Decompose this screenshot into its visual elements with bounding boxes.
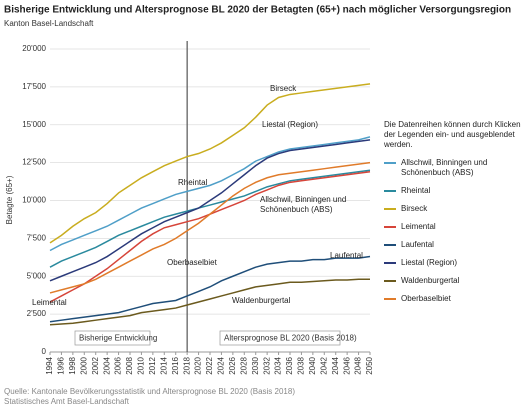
series-line <box>49 136 371 252</box>
chart-title: Bisherige Entwicklung und Altersprognose… <box>4 5 511 16</box>
x-tick-label: 2034 <box>274 356 283 374</box>
x-tick-label: 2008 <box>125 356 134 374</box>
x-tick-label: 2012 <box>148 356 157 374</box>
y-tick-label: 15'000 <box>22 120 46 129</box>
legend-label: Birseck <box>401 204 428 213</box>
series-line <box>49 170 371 303</box>
legend-item[interactable]: Leimental <box>384 222 530 232</box>
legend-item[interactable]: Waldenburgertal <box>384 276 530 286</box>
x-tick-label: 2048 <box>354 356 363 374</box>
legend-label: Liestal (Region) <box>401 258 458 267</box>
y-tick-label: 12'500 <box>22 158 46 167</box>
series-label: Oberbaselbiet <box>167 258 217 267</box>
legend-label: Rheintal <box>401 186 431 195</box>
x-tick-label: 2016 <box>171 356 180 374</box>
legend-item[interactable]: Rheintal <box>384 186 530 196</box>
source: Quelle: Kantonale Bevölkerungsstatistik … <box>4 387 295 396</box>
legend-label: Allschwil, Binningen und Schönenbuch (AB… <box>401 158 488 177</box>
series-line <box>49 255 371 323</box>
period-box <box>74 330 151 346</box>
series-label: Birseck <box>270 84 297 93</box>
legend-swatch <box>384 162 396 164</box>
legend-swatch <box>384 208 396 210</box>
x-tick-label: 2040 <box>308 356 317 374</box>
series-line <box>49 139 371 282</box>
legend-swatch <box>384 226 396 228</box>
x-tick-label: 2010 <box>137 356 146 374</box>
legend-swatch <box>384 262 396 264</box>
x-tick-label: 1996 <box>57 356 66 374</box>
legend-label: Leimental <box>401 222 436 231</box>
series-label: Liestal (Region) <box>262 120 319 129</box>
x-tick-label: 2038 <box>297 356 306 374</box>
y-tick-label: 17'500 <box>22 82 46 91</box>
y-tick-label: 2'500 <box>27 309 47 318</box>
legend-item[interactable]: Allschwil, Binningen und Schönenbuch (AB… <box>384 158 530 178</box>
legend-item[interactable]: Birseck <box>384 204 530 214</box>
y-tick-label: 20'000 <box>22 44 46 53</box>
series-label: Leimental <box>32 298 67 307</box>
y-tick-label: 7'500 <box>27 233 47 242</box>
x-tick-label: 2024 <box>217 356 226 374</box>
legend-swatch <box>384 298 396 300</box>
x-tick-label: 2036 <box>285 356 294 374</box>
legend-item[interactable]: Oberbaselbiet <box>384 294 530 304</box>
x-tick-label: 2026 <box>228 356 237 374</box>
x-tick-label: 1998 <box>68 356 77 374</box>
series-line <box>49 278 370 326</box>
legend-swatch <box>384 190 396 192</box>
x-tick-label: 2030 <box>251 356 260 374</box>
x-tick-label: 2018 <box>182 356 191 374</box>
series-line <box>49 169 371 268</box>
x-tick-label: 2032 <box>262 356 271 374</box>
legend-item[interactable]: Liestal (Region) <box>384 258 530 268</box>
x-tick-label: 2022 <box>205 356 214 374</box>
legend-swatch <box>384 280 396 282</box>
period-box <box>219 330 341 346</box>
y-tick-label: 5'000 <box>27 271 47 280</box>
y-axis-title: Betagte (65+) <box>5 175 14 224</box>
legend-label: Waldenburgertal <box>401 276 460 285</box>
y-tick-label: 0 <box>42 347 47 356</box>
x-tick-label: 2028 <box>239 356 248 374</box>
chart-subtitle: Kanton Basel-Landschaft <box>4 19 94 28</box>
x-tick-label: 2044 <box>331 356 340 374</box>
legend-item[interactable]: Laufental <box>384 240 530 250</box>
period-label: Altersprognose BL 2020 (Basis 2018) <box>224 334 357 343</box>
series-line <box>49 83 371 244</box>
x-tick-label: 2050 <box>365 356 374 374</box>
x-tick-label: 2020 <box>194 356 203 374</box>
x-tick-label: 2002 <box>91 356 100 374</box>
legend-label: Oberbaselbiet <box>401 294 451 303</box>
legend: Die Datenreihen können durch Klicken der… <box>384 120 530 312</box>
legend-note: Die Datenreihen können durch Klicken der… <box>384 120 521 149</box>
x-tick-label: 2046 <box>342 356 351 374</box>
series-label: Rheintal <box>178 178 208 187</box>
x-tick-label: 2014 <box>159 356 168 374</box>
x-tick-label: 1994 <box>45 356 54 374</box>
series-line <box>49 161 371 294</box>
x-tick-label: 2000 <box>79 356 88 374</box>
period-label: Bisherige Entwicklung <box>79 334 157 343</box>
x-tick-label: 2004 <box>102 356 111 374</box>
y-tick-label: 10'000 <box>22 196 46 205</box>
series-label: Allschwil, Binningen und Schönenbuch (AB… <box>260 195 347 214</box>
x-tick-label: 2006 <box>114 356 123 374</box>
source: Statistisches Amt Basel-Landschaft <box>4 397 130 406</box>
x-tick-label: 2042 <box>319 356 328 374</box>
series-label: Waldenburgertal <box>232 296 291 305</box>
legend-label: Laufental <box>401 240 434 249</box>
series-label: Laufental <box>330 251 363 260</box>
legend-swatch <box>384 244 396 246</box>
